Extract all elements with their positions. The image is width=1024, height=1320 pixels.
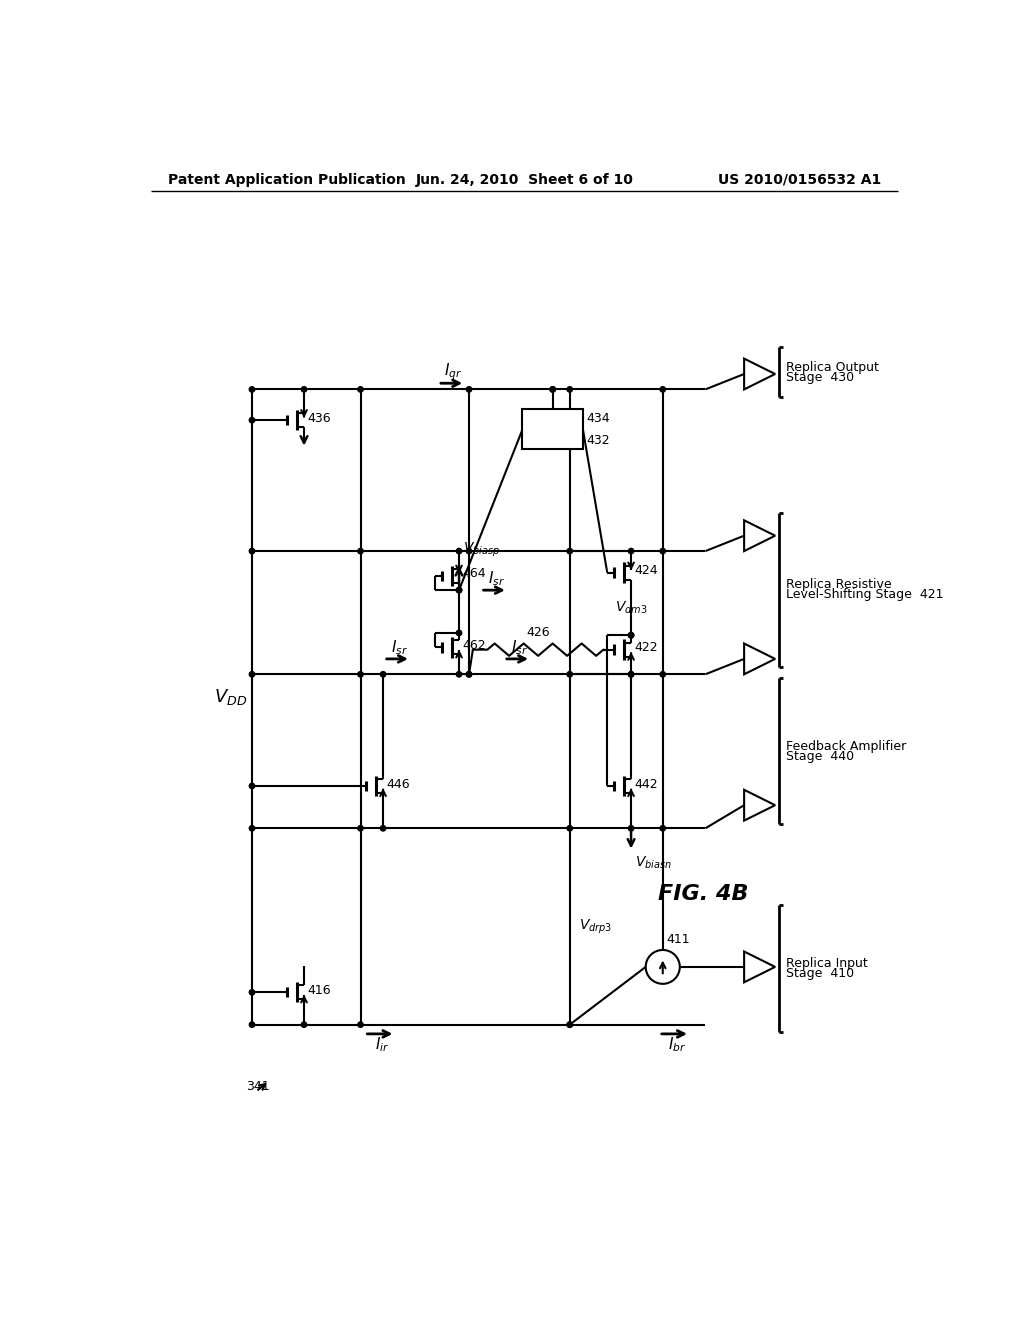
Circle shape (466, 672, 472, 677)
Circle shape (457, 672, 462, 677)
Text: Stage  440: Stage 440 (786, 750, 854, 763)
Circle shape (567, 387, 572, 392)
Circle shape (567, 1022, 572, 1027)
Circle shape (629, 672, 634, 677)
Circle shape (466, 548, 472, 554)
Circle shape (249, 825, 255, 832)
Text: Patent Application Publication: Patent Application Publication (168, 173, 407, 187)
Text: FIG. 4B: FIG. 4B (657, 884, 748, 904)
Text: Replica Output: Replica Output (786, 360, 879, 374)
Text: $I_{qr}$: $I_{qr}$ (444, 362, 463, 381)
Circle shape (249, 417, 255, 422)
Circle shape (457, 630, 462, 636)
Circle shape (567, 548, 572, 554)
Circle shape (357, 1022, 364, 1027)
Text: 341: 341 (247, 1080, 270, 1093)
Circle shape (357, 387, 364, 392)
Text: $I_{ir}$: $I_{ir}$ (375, 1035, 389, 1053)
Circle shape (629, 548, 634, 554)
Text: $V_{drp3}$: $V_{drp3}$ (579, 917, 612, 936)
Text: 422: 422 (634, 642, 657, 655)
Circle shape (249, 990, 255, 995)
Text: Stage  430: Stage 430 (786, 371, 854, 384)
Circle shape (380, 825, 386, 832)
Circle shape (466, 672, 472, 677)
Circle shape (567, 825, 572, 832)
Text: 416: 416 (307, 983, 331, 997)
Circle shape (660, 825, 666, 832)
Text: 436: 436 (307, 412, 331, 425)
Text: Comp: Comp (535, 416, 571, 428)
Text: 424: 424 (634, 565, 657, 577)
Circle shape (249, 672, 255, 677)
Text: Level-Shifting Stage  421: Level-Shifting Stage 421 (786, 589, 943, 601)
Text: 411: 411 (667, 933, 690, 945)
Text: Stage  410: Stage 410 (786, 968, 854, 981)
Text: Replica Resistive: Replica Resistive (786, 578, 892, 591)
Circle shape (629, 825, 634, 832)
Circle shape (249, 548, 255, 554)
Circle shape (457, 548, 462, 554)
Text: 446: 446 (386, 777, 410, 791)
Text: $I_{sr}$: $I_{sr}$ (487, 569, 505, 587)
Circle shape (660, 387, 666, 392)
Text: Ckt: Ckt (543, 430, 563, 444)
Circle shape (567, 1022, 572, 1027)
Circle shape (629, 672, 634, 677)
Circle shape (249, 783, 255, 788)
Circle shape (301, 1022, 307, 1027)
Text: 442: 442 (634, 777, 657, 791)
Circle shape (457, 587, 462, 593)
Circle shape (660, 548, 666, 554)
Text: 432: 432 (587, 434, 610, 446)
Circle shape (550, 387, 555, 392)
Circle shape (629, 632, 634, 638)
Text: $I_{sr}$: $I_{sr}$ (391, 638, 408, 657)
Circle shape (466, 387, 472, 392)
Circle shape (249, 387, 255, 392)
Circle shape (357, 825, 364, 832)
Text: Jun. 24, 2010  Sheet 6 of 10: Jun. 24, 2010 Sheet 6 of 10 (416, 173, 634, 187)
Circle shape (629, 632, 634, 638)
Text: 426: 426 (526, 626, 550, 639)
Text: Feedback Amplifier: Feedback Amplifier (786, 739, 906, 752)
Text: $V_{biasp}$: $V_{biasp}$ (463, 541, 500, 560)
Circle shape (457, 587, 462, 593)
Circle shape (357, 672, 364, 677)
Circle shape (567, 672, 572, 677)
Circle shape (550, 387, 555, 392)
Circle shape (660, 672, 666, 677)
Bar (522, 409, 583, 449)
Circle shape (357, 548, 364, 554)
Text: $I_{br}$: $I_{br}$ (668, 1035, 686, 1053)
Circle shape (380, 672, 386, 677)
Text: $V_{dm3}$: $V_{dm3}$ (615, 599, 647, 615)
Circle shape (301, 387, 307, 392)
Text: Replica Input: Replica Input (786, 957, 867, 970)
Text: 462: 462 (462, 639, 485, 652)
Text: US 2010/0156532 A1: US 2010/0156532 A1 (718, 173, 882, 187)
Text: 434: 434 (587, 412, 610, 425)
Text: $V_{biasn}$: $V_{biasn}$ (635, 855, 672, 871)
Text: $I_{sr}$: $I_{sr}$ (511, 638, 527, 657)
Text: 464: 464 (462, 568, 485, 581)
Text: $V_{DD}$: $V_{DD}$ (214, 688, 247, 708)
Circle shape (249, 1022, 255, 1027)
